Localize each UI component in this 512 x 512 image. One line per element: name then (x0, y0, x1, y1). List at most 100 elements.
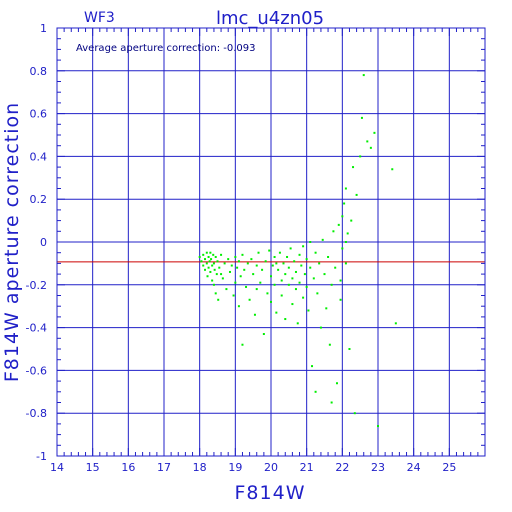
data-point (228, 270, 231, 273)
data-point (362, 74, 365, 77)
data-point (335, 382, 338, 385)
data-point (250, 258, 253, 261)
y-tick-label: -1 (36, 450, 47, 463)
data-point (312, 277, 315, 280)
data-point (280, 279, 283, 282)
data-point (339, 298, 342, 301)
data-point (293, 260, 296, 263)
y-tick-label: 0.8 (30, 65, 48, 78)
data-point (325, 307, 328, 310)
data-point (270, 275, 272, 278)
y-tick-label: 0 (40, 236, 47, 249)
data-point (264, 260, 267, 263)
x-tick-labels: 14 15 16 17 18 19 20 21 22 23 24 25 (50, 461, 456, 474)
data-point (391, 168, 394, 171)
data-point (369, 146, 372, 149)
annotation-text: Average aperture correction: -0.093 (76, 43, 256, 54)
data-point (212, 283, 215, 286)
data-point (282, 262, 285, 265)
corner-label: WF3 (84, 10, 115, 26)
x-tick-label: 23 (371, 461, 385, 474)
data-point (341, 215, 344, 218)
data-point (302, 245, 305, 248)
data-point (221, 277, 224, 280)
data-point (289, 247, 292, 250)
data-point (359, 155, 362, 158)
data-point (213, 268, 216, 271)
data-point (355, 193, 358, 196)
data-point (204, 258, 207, 261)
data-point (286, 255, 289, 258)
data-point (214, 255, 217, 258)
data-point (341, 247, 344, 250)
data-point (332, 230, 335, 233)
data-point (205, 251, 208, 254)
data-point (394, 322, 397, 325)
data-point (330, 401, 333, 404)
data-point (209, 270, 212, 273)
data-point (241, 343, 244, 346)
data-point (212, 262, 215, 265)
x-tick-label: 16 (121, 461, 135, 474)
data-point (360, 116, 363, 119)
data-point (309, 241, 312, 243)
data-point (220, 253, 223, 256)
data-point (319, 326, 322, 329)
data-point (266, 292, 269, 295)
data-point (239, 275, 242, 278)
data-point (309, 266, 312, 269)
data-point (287, 266, 290, 269)
data-point (217, 298, 220, 301)
y-tick-label: -0.2 (26, 279, 47, 292)
data-point (302, 296, 305, 299)
data-point (277, 268, 280, 271)
data-point (215, 273, 218, 276)
data-point (327, 255, 330, 258)
data-point (237, 260, 240, 263)
data-point (344, 187, 347, 190)
data-point (275, 311, 278, 314)
data-point (245, 285, 248, 288)
data-point (366, 140, 369, 143)
data-point (202, 253, 205, 256)
data-point (305, 258, 308, 261)
data-point (318, 262, 321, 265)
y-axis-title: F814W aperture correction (1, 102, 23, 382)
data-point (303, 273, 306, 276)
data-point (257, 251, 260, 254)
data-point (350, 219, 353, 222)
data-point (287, 283, 290, 286)
y-tick-labels: -1 -0.8 -0.6 -0.4 -0.2 0 0.2 0.4 0.6 0.8 1 (26, 22, 47, 463)
data-point (291, 303, 294, 306)
data-point (307, 309, 310, 312)
data-point (348, 348, 351, 350)
data-point (330, 283, 333, 286)
data-point (314, 390, 317, 393)
data-point (262, 333, 265, 336)
y-tick-label: -0.6 (26, 364, 47, 377)
data-point (270, 300, 272, 303)
data-point (352, 166, 355, 169)
data-point (211, 279, 214, 282)
y-tick-label: -0.8 (26, 407, 47, 420)
data-point (243, 268, 246, 271)
data-point (232, 294, 235, 297)
data-point (377, 425, 379, 428)
data-point (259, 281, 262, 284)
data-point (291, 277, 294, 280)
y-tick-label: 0.4 (30, 150, 48, 163)
data-point (207, 255, 210, 258)
x-tick-label: 22 (335, 461, 349, 474)
x-axis-title: F814W (235, 482, 306, 504)
data-point (321, 238, 324, 241)
data-point (323, 273, 326, 276)
data-point (296, 322, 299, 325)
x-tick-label: 19 (228, 461, 242, 474)
data-point (343, 202, 346, 205)
data-point (316, 292, 319, 295)
data-point (208, 260, 211, 263)
data-point (261, 268, 264, 271)
x-tick-label: 25 (442, 461, 456, 474)
x-tick-label: 20 (264, 461, 278, 474)
data-point (280, 294, 283, 297)
